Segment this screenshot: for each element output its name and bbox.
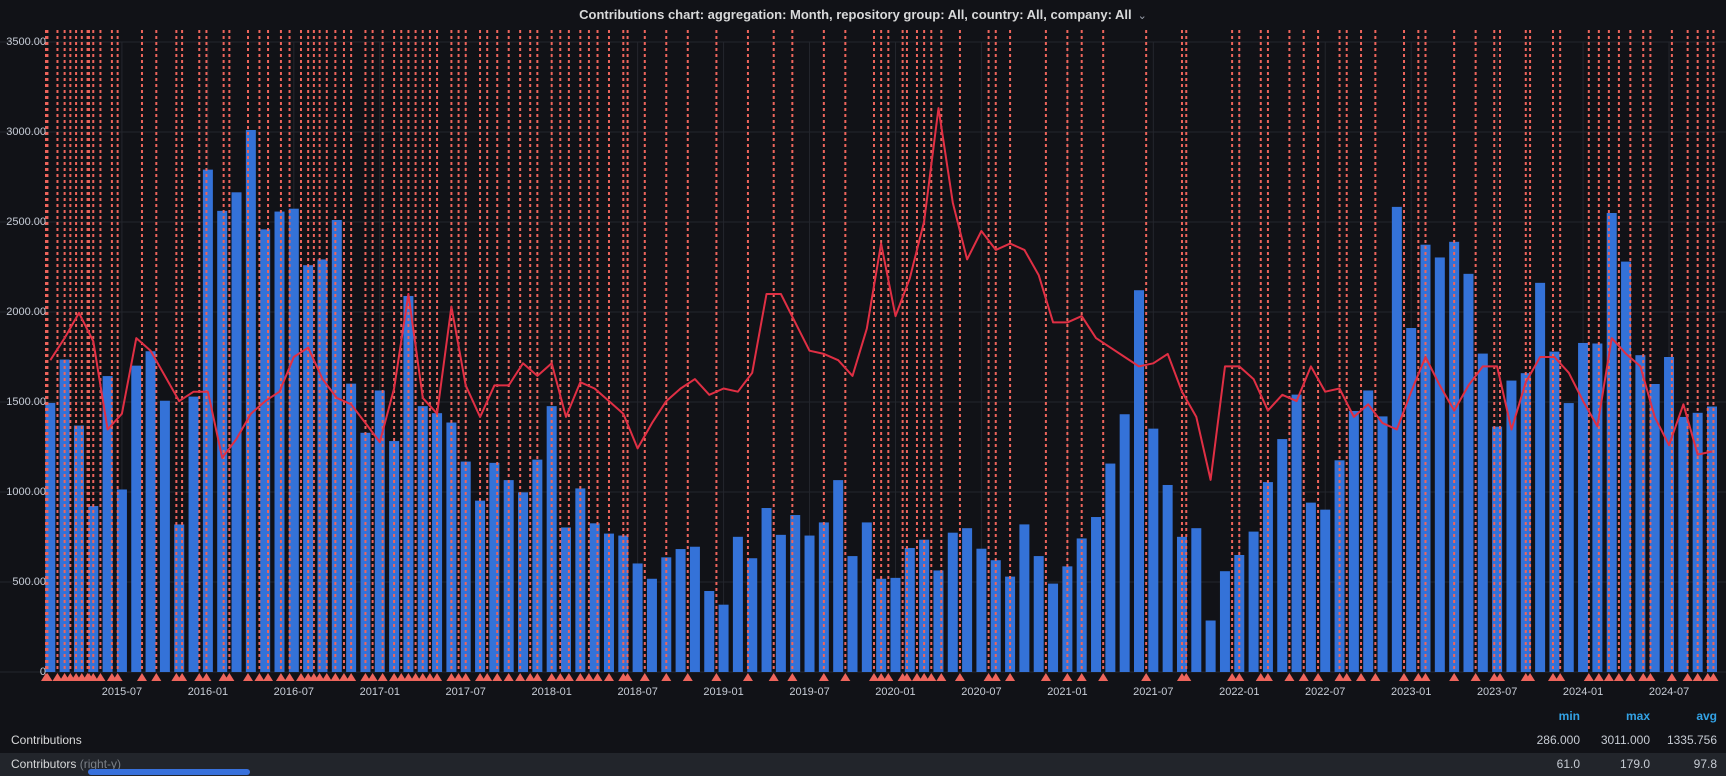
legend-series-label-contributions[interactable]: Contributions bbox=[11, 733, 82, 747]
legend-table: min max avg Contributions 286.000 3011.0… bbox=[0, 706, 1726, 776]
x-tick-label: 2021-07 bbox=[1133, 686, 1174, 698]
x-tick-label: 2024-01 bbox=[1562, 686, 1604, 698]
y-tick-label: 0 bbox=[39, 666, 46, 678]
x-tick-label: 2020-01 bbox=[875, 686, 916, 698]
x-tick-label: 2022-01 bbox=[1219, 686, 1260, 698]
x-tick-label: 2023-01 bbox=[1390, 686, 1432, 698]
x-tick-label: 2015-07 bbox=[101, 686, 143, 698]
x-tick-label: 2023-07 bbox=[1476, 686, 1518, 698]
right-y-tag: (right-y) bbox=[79, 757, 122, 771]
x-tick-label: 2017-07 bbox=[445, 686, 486, 698]
x-tick-label: 2019-07 bbox=[789, 686, 830, 698]
stat-min-contributions: 286.000 bbox=[1536, 733, 1580, 747]
legend-header-avg: avg bbox=[1696, 709, 1717, 723]
y-tick-label: 3000.00 bbox=[6, 126, 46, 138]
legend-header-max: max bbox=[1625, 709, 1650, 723]
stat-max-contributors: 179.0 bbox=[1619, 757, 1650, 771]
x-tick-label: 2018-07 bbox=[617, 686, 658, 698]
stat-max-contributions: 3011.000 bbox=[1600, 733, 1650, 747]
x-tick-label: 2020-07 bbox=[961, 686, 1002, 698]
panel-title-dropdown[interactable]: Contributions chart: aggregation: Month,… bbox=[0, 0, 1726, 28]
legend-header-row: min max avg bbox=[0, 706, 1726, 729]
stat-min-contributors: 61.0 bbox=[1556, 757, 1580, 771]
x-tick-label: 2016-07 bbox=[273, 686, 314, 698]
y-tick-label: 1000.00 bbox=[6, 486, 46, 498]
x-tick-label: 2017-01 bbox=[359, 686, 400, 698]
chevron-down-icon: ⌄ bbox=[1137, 9, 1147, 22]
legend-scrollbar-thumb[interactable] bbox=[88, 769, 250, 775]
x-tick-label: 2019-01 bbox=[703, 686, 744, 698]
stat-avg-contributors: 97.8 bbox=[1693, 757, 1717, 771]
x-tick-label: 2021-01 bbox=[1047, 686, 1088, 698]
x-tick-label: 2022-07 bbox=[1305, 686, 1346, 698]
x-tick-label: 2018-01 bbox=[531, 686, 572, 698]
y-tick-label: 500.00 bbox=[12, 576, 46, 588]
panel-title: Contributions chart: aggregation: Month,… bbox=[579, 6, 1132, 22]
y-tick-label: 2000.00 bbox=[6, 306, 46, 318]
y-tick-label: 1500.00 bbox=[6, 396, 46, 408]
legend-row-contributions: Contributions 286.000 3011.000 1335.756 bbox=[0, 729, 1726, 752]
y-tick-label: 3500.00 bbox=[6, 36, 46, 48]
legend-row-highlight bbox=[0, 753, 1726, 776]
stat-avg-contributions: 1335.756 bbox=[1666, 733, 1717, 747]
x-tick-label: 2016-01 bbox=[187, 686, 229, 698]
y-tick-label: 2500.00 bbox=[6, 216, 46, 228]
legend-header-min: min bbox=[1558, 709, 1580, 723]
legend-series-label-contributors[interactable]: Contributors (right-y) bbox=[11, 757, 122, 771]
legend-row-contributors: Contributors (right-y) 61.0 179.0 97.8 bbox=[0, 753, 1726, 776]
x-tick-label: 2024-07 bbox=[1648, 686, 1690, 698]
